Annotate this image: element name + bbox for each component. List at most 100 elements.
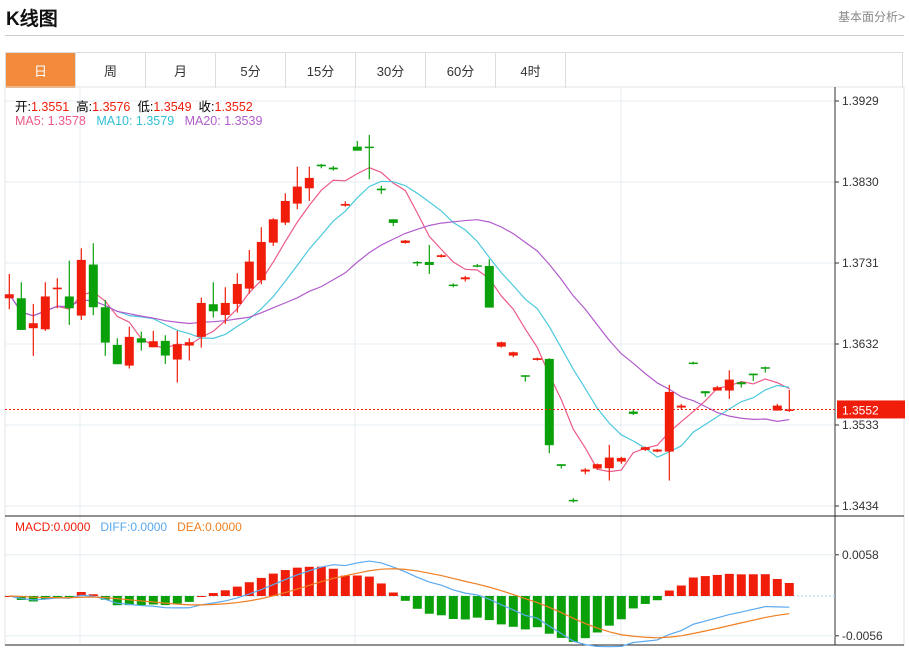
candle-body [556,464,566,466]
candle-body [232,283,242,304]
candle [220,287,230,324]
candle-body [460,277,470,280]
candle [52,278,62,309]
tab-5[interactable]: 30分 [356,53,426,88]
tab-7[interactable]: 4时 [496,53,566,88]
candle-body [112,344,122,365]
candle [676,403,686,410]
candle [448,283,458,288]
macd-bar [616,596,626,620]
macd-bar [664,590,674,596]
candle [112,338,122,365]
candle-body [292,186,302,204]
candle-body [436,255,446,257]
macd-bar [556,596,566,638]
tab-0[interactable]: 日 [6,53,76,88]
tab-6[interactable]: 60分 [426,53,496,88]
candle [700,391,710,397]
candle [628,409,638,415]
candle-body [16,298,26,330]
high-label: 高: [76,100,93,114]
ma20-line [8,219,790,422]
candle [412,260,422,266]
ma5-value: MA5: 1.3578 [15,114,86,128]
macd-bar [256,577,266,596]
macd-bar [628,596,638,609]
tab-1[interactable]: 周 [76,53,146,88]
candle-body [268,219,278,243]
macd-bar [28,596,38,602]
candle [496,341,506,348]
tab-4[interactable]: 15分 [286,53,356,88]
candle-body [772,405,782,411]
fundamental-analysis-link[interactable]: 基本面分析> [837,10,905,24]
macd-value: MACD:0.0000 [15,520,91,534]
close-value: 1.3552 [214,100,253,114]
macd-bar [244,582,254,596]
candle-body [160,340,170,356]
candle-body [388,219,398,223]
candle [232,273,242,313]
candle [640,446,650,451]
candle-body [784,409,794,411]
macd-bar [364,576,374,596]
candle-body [568,499,578,502]
candle-body [4,294,14,299]
macd-bar [544,596,554,634]
candle-body [208,304,218,312]
price-tick-label: 1.3632 [842,337,879,351]
macd-tick-label: -0.0056 [842,629,883,643]
macd-readout: MACD:0.0000 DIFF:0.0000 DEA:0.0000 [15,520,242,534]
divider [5,35,904,36]
tab-2[interactable]: 月 [146,53,216,88]
high-value: 1.3576 [92,100,131,114]
candle [760,366,770,373]
low-label: 低: [137,100,154,114]
candle-body [604,457,614,469]
candle-body [736,382,746,385]
macd-bar [412,596,422,609]
candle-body [700,391,710,394]
ma10-value: MA10: 1.3579 [96,114,175,128]
candle-body [244,261,254,289]
candle [316,163,326,169]
price-tick-label: 1.3434 [842,499,879,513]
macd-bar [484,596,494,621]
candle [568,498,578,503]
current-price-label: 1.3552 [842,403,879,417]
ma10-line [8,180,790,458]
candle-body [628,411,638,414]
macd-bar [748,574,758,596]
macd-bar [184,596,194,602]
candle-body [352,146,362,151]
tab-3[interactable]: 5分 [216,53,286,88]
candle-body [412,261,422,264]
candle-body [328,167,338,170]
timeframe-tabs: 日周月 5分 15分 30分 60分 4时 [5,52,903,88]
macd-bar [232,586,242,596]
macd-bar [304,566,314,596]
macd-bar [772,579,782,596]
candle [148,330,158,348]
macd-bar [352,575,362,596]
candle-body [172,344,182,360]
macd-bar [424,596,434,614]
candle-body [592,464,602,469]
macd-bar [208,593,218,596]
candle [292,166,302,210]
macd-bar [604,596,614,626]
candle [712,385,722,391]
candle-body [316,164,326,167]
ma-readout: MA5: 1.3578 MA10: 1.3579 MA20: 1.3539 [15,114,262,128]
candle [508,351,518,358]
candle-body [520,375,530,377]
macd-bar [220,590,230,596]
candle [784,389,794,412]
candle-body [148,341,158,348]
macd-bar [724,573,734,596]
candle-body [676,405,686,408]
macd-bar [448,596,458,619]
chart-frame [4,86,905,646]
candle [688,361,698,365]
